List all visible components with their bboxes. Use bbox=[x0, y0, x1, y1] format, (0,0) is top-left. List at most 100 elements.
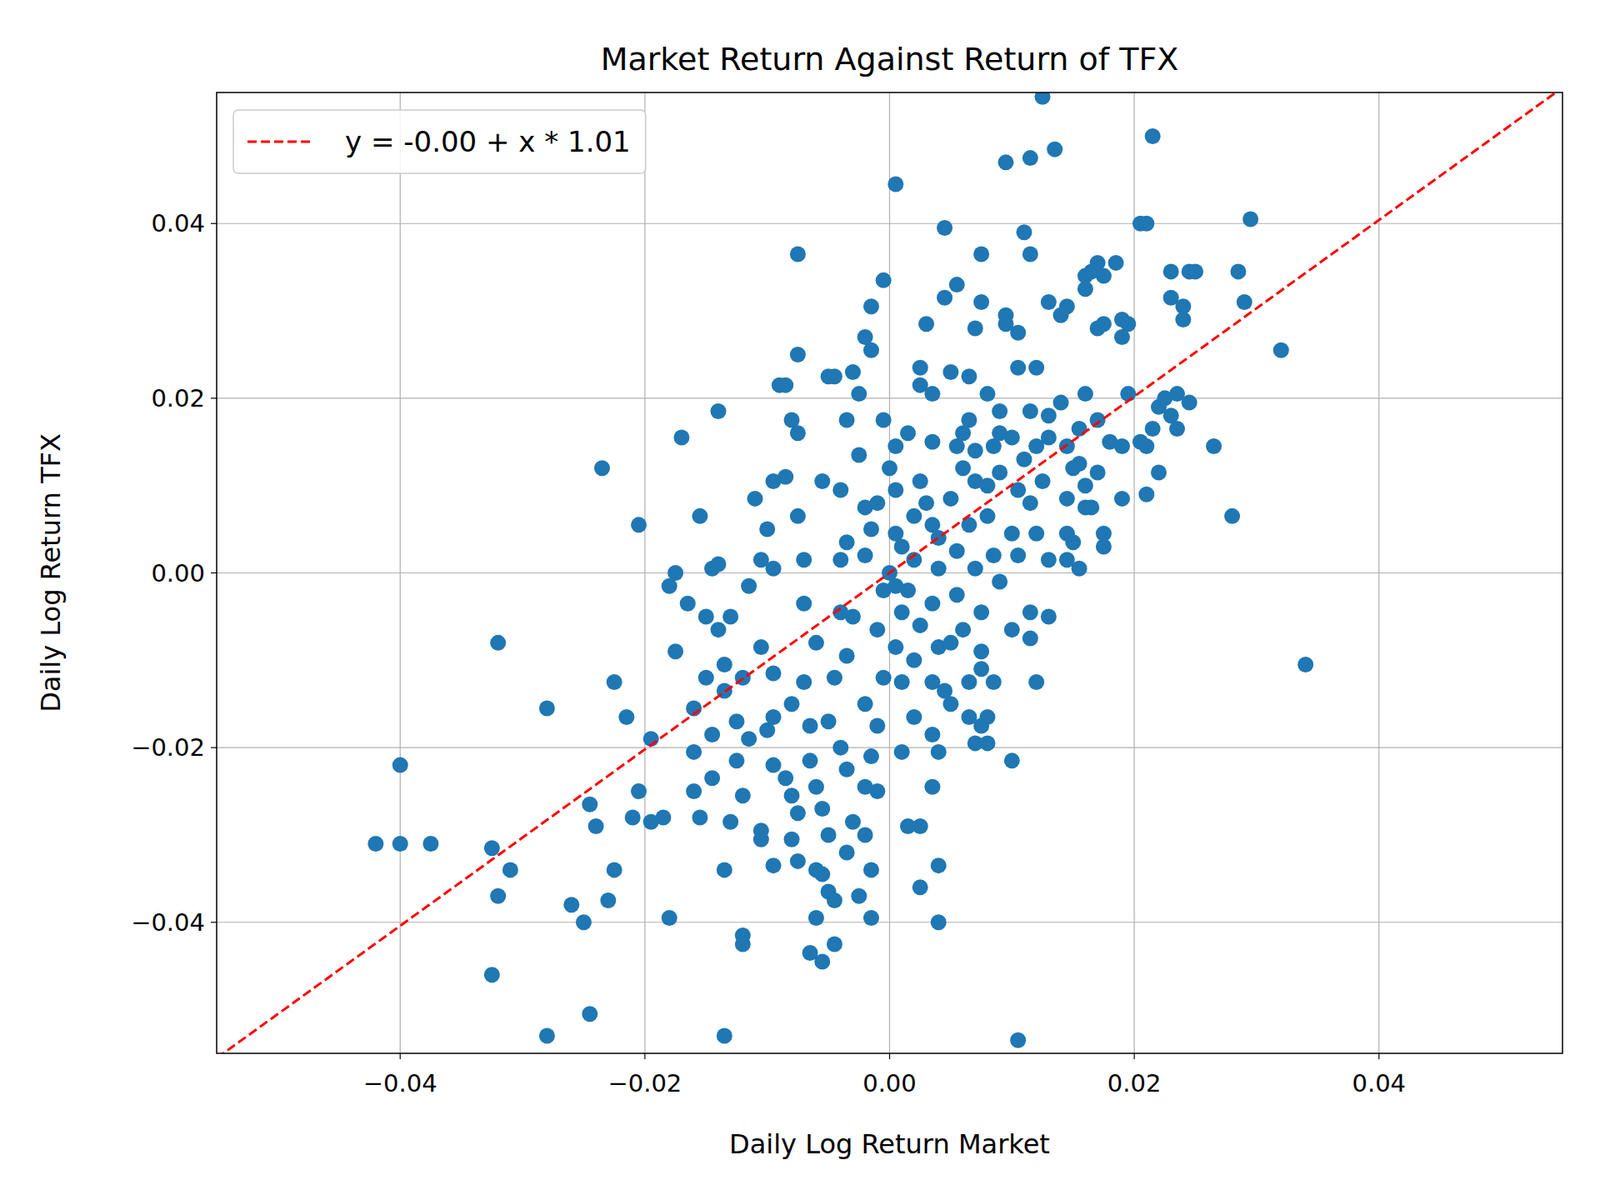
scatter-point bbox=[918, 315, 935, 332]
scatter-point bbox=[1016, 224, 1033, 240]
scatter-point bbox=[581, 796, 598, 813]
scatter-point bbox=[857, 547, 874, 564]
background bbox=[0, 0, 1600, 1200]
scatter-point bbox=[857, 695, 874, 712]
scatter-point bbox=[722, 608, 739, 625]
scatter-point bbox=[979, 735, 995, 751]
scatter-point bbox=[1040, 294, 1057, 310]
scatter-point bbox=[1046, 141, 1063, 158]
scatter-point bbox=[887, 176, 904, 193]
scatter-point bbox=[1187, 263, 1204, 280]
scatter-point bbox=[863, 521, 880, 538]
scatter-point bbox=[1022, 150, 1039, 166]
scatter-point bbox=[991, 403, 1008, 420]
scatter-point bbox=[845, 364, 861, 380]
scatter-point bbox=[759, 722, 775, 739]
scatter-point bbox=[685, 783, 702, 800]
scatter-point bbox=[912, 473, 929, 490]
scatter-point bbox=[960, 368, 977, 385]
legend: y = -0.00 + x * 1.01 bbox=[233, 110, 646, 174]
scatter-point bbox=[869, 783, 885, 800]
scatter-point bbox=[918, 495, 935, 511]
scatter-point bbox=[777, 377, 794, 394]
scatter-point bbox=[795, 595, 812, 612]
chart-title: Market Return Against Return of TFX bbox=[600, 40, 1180, 78]
scatter-point bbox=[967, 560, 984, 577]
scatter-point bbox=[863, 910, 880, 926]
scatter-point bbox=[790, 245, 806, 262]
scatter-point bbox=[594, 460, 610, 476]
y-tick-label: −0.04 bbox=[130, 908, 205, 937]
scatter-point bbox=[1040, 551, 1057, 568]
scatter-point bbox=[955, 425, 971, 441]
scatter-point bbox=[1059, 490, 1075, 507]
scatter-point bbox=[1022, 604, 1039, 620]
scatter-point bbox=[490, 635, 506, 651]
scatter-point bbox=[949, 276, 965, 293]
scatter-point bbox=[422, 835, 439, 852]
scatter-point bbox=[625, 809, 641, 825]
scatter-point bbox=[1071, 420, 1088, 437]
scatter-point bbox=[630, 783, 647, 800]
scatter-point bbox=[1138, 486, 1155, 503]
scatter-point bbox=[630, 516, 647, 533]
scatter-point bbox=[820, 713, 837, 730]
scatter-point bbox=[765, 757, 782, 774]
scatter-point bbox=[949, 586, 965, 603]
scatter-point bbox=[765, 560, 782, 577]
scatter-point bbox=[942, 695, 959, 712]
y-grid-line bbox=[216, 397, 1563, 399]
scatter-point bbox=[991, 573, 1008, 590]
scatter-point bbox=[795, 674, 812, 690]
scatter-point bbox=[661, 910, 678, 926]
scatter-point bbox=[930, 914, 947, 930]
y-tick bbox=[210, 397, 217, 399]
scatter-point bbox=[600, 892, 616, 909]
scatter-point bbox=[839, 844, 855, 860]
scatter-point bbox=[759, 521, 775, 538]
scatter-point bbox=[1022, 403, 1039, 420]
scatter-point bbox=[912, 879, 929, 895]
scatter-point bbox=[814, 473, 830, 490]
scatter-point bbox=[784, 787, 800, 804]
y-tick bbox=[210, 921, 217, 923]
scatter-point bbox=[716, 1028, 733, 1045]
y-grid-line bbox=[216, 223, 1563, 225]
scatter-point bbox=[1205, 438, 1222, 455]
scatter-point bbox=[1040, 407, 1057, 424]
x-tick bbox=[1378, 1053, 1380, 1060]
scatter-point bbox=[839, 761, 855, 778]
scatter-point bbox=[606, 861, 623, 878]
scatter-point bbox=[581, 1005, 598, 1022]
scatter-point bbox=[1022, 495, 1039, 511]
scatter-point bbox=[588, 818, 605, 835]
scatter-point bbox=[802, 717, 819, 734]
scatter-point bbox=[655, 809, 671, 825]
scatter-point bbox=[912, 617, 929, 634]
scatter-point bbox=[839, 412, 855, 429]
scatter-point bbox=[710, 403, 726, 420]
legend-label: y = -0.00 + x * 1.01 bbox=[345, 125, 631, 159]
legend-swatch bbox=[247, 140, 310, 144]
chart-container: −0.04−0.020.000.020.04−0.04−0.020.000.02… bbox=[0, 0, 1600, 1200]
scatter-point bbox=[875, 412, 892, 429]
scatter-point bbox=[1035, 92, 1051, 105]
scatter-point bbox=[863, 748, 880, 765]
scatter-point bbox=[685, 744, 702, 760]
scatter-point bbox=[795, 551, 812, 568]
y-tick-label: 0.02 bbox=[150, 384, 205, 413]
scatter-point bbox=[942, 635, 959, 651]
x-tick-label: 0.00 bbox=[862, 1069, 917, 1098]
scatter-point bbox=[575, 914, 592, 930]
y-tick-label: 0.00 bbox=[150, 559, 205, 588]
scatter-point bbox=[949, 543, 965, 560]
y-tick-label: −0.02 bbox=[130, 733, 205, 762]
scatter-point bbox=[1040, 430, 1057, 446]
scatter-point bbox=[967, 320, 984, 337]
scatter-point bbox=[979, 709, 995, 725]
scatter-point bbox=[887, 639, 904, 655]
scatter-point bbox=[667, 643, 684, 660]
scatter-point bbox=[820, 826, 837, 843]
scatter-point bbox=[894, 604, 910, 620]
scatter-point bbox=[930, 857, 947, 874]
